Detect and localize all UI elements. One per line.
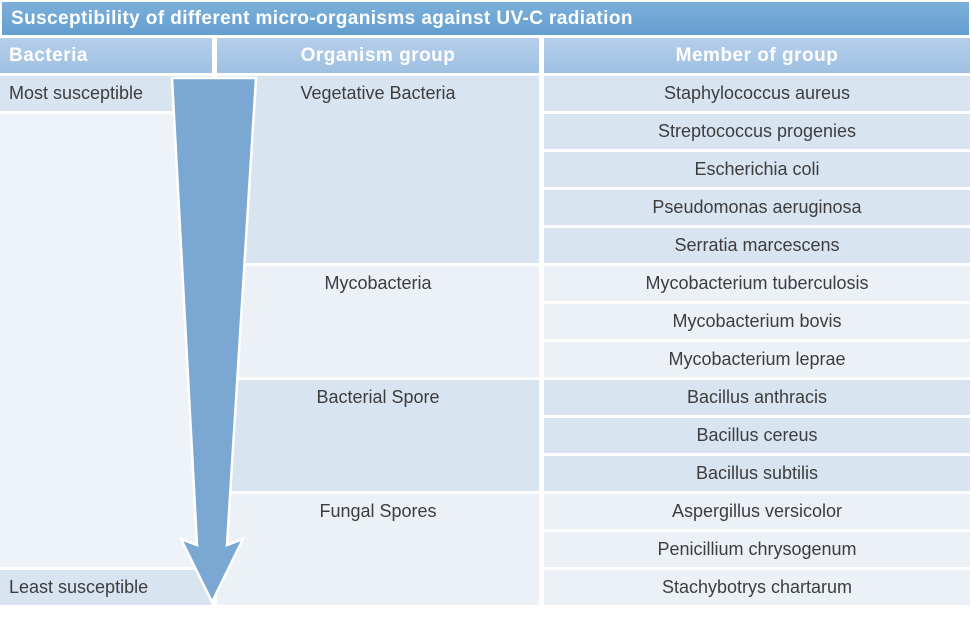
member-row: Bacillus cereus	[544, 418, 970, 453]
member-row: Staphylococcus aureus	[544, 76, 970, 111]
group-mycobacteria: Mycobacteria	[217, 266, 539, 377]
member-row: Mycobacterium bovis	[544, 304, 970, 339]
table-title: Susceptibility of different micro-organi…	[2, 2, 969, 35]
column-header-member: Member of group	[544, 38, 970, 73]
member-row: Bacillus anthracis	[544, 380, 970, 415]
most-susceptible-label: Most susceptible	[0, 76, 212, 111]
column-header-bacteria: Bacteria	[0, 38, 212, 73]
group-fungal-spores: Fungal Spores	[217, 494, 539, 605]
susceptibility-scale-cell	[0, 114, 212, 567]
member-row: Pseudomonas aeruginosa	[544, 190, 970, 225]
member-row: Serratia marcescens	[544, 228, 970, 263]
member-row: Streptococcus progenies	[544, 114, 970, 149]
member-row: Penicillium chrysogenum	[544, 532, 970, 567]
member-row: Stachybotrys chartarum	[544, 570, 970, 605]
member-row: Escherichia coli	[544, 152, 970, 187]
member-row: Aspergillus versicolor	[544, 494, 970, 529]
column-header-organism-group: Organism group	[217, 38, 539, 73]
member-row: Mycobacterium leprae	[544, 342, 970, 377]
member-row: Bacillus subtilis	[544, 456, 970, 491]
header-row: Bacteria Organism group Member of group	[0, 38, 971, 73]
group-vegetative-bacteria: Vegetative Bacteria	[217, 76, 539, 263]
least-susceptible-label: Least susceptible	[0, 570, 212, 605]
table-body: Most susceptible Least susceptible Veget…	[0, 76, 971, 605]
member-row: Mycobacterium tuberculosis	[544, 266, 970, 301]
group-bacterial-spore: Bacterial Spore	[217, 380, 539, 491]
